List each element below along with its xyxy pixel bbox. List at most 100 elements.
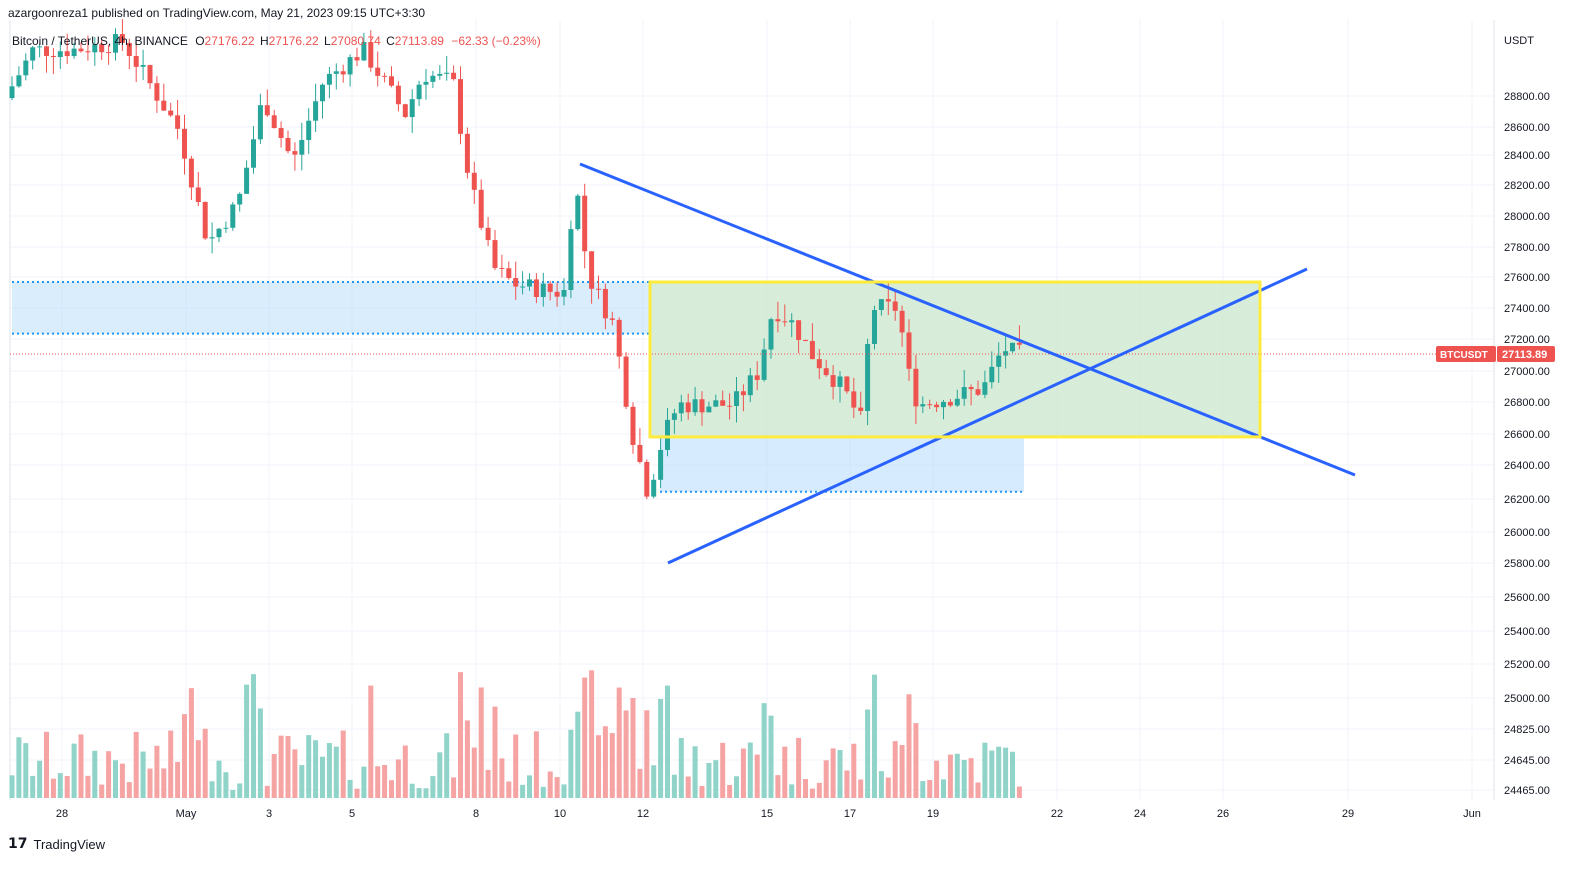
price-tick-label: 24825.00 (1504, 724, 1550, 736)
candle-body (1003, 351, 1009, 356)
symbol-title[interactable]: Bitcoin / TetherUS, 4h, BINANCE (12, 34, 188, 48)
candle-body (989, 366, 995, 383)
candle-body (961, 387, 967, 399)
volume-bar (361, 766, 367, 798)
volume-bar (651, 765, 657, 798)
candle-body (478, 189, 484, 228)
candle-body (340, 71, 346, 75)
volume-bar (920, 781, 926, 798)
volume-bar (299, 765, 305, 798)
candle-body (133, 56, 139, 67)
candle-body (789, 320, 795, 323)
volume-bar (809, 788, 815, 798)
volume-bar (913, 723, 919, 798)
volume-bar (671, 774, 677, 798)
candle-body (44, 46, 49, 56)
candle-body (768, 319, 774, 350)
candle-body (520, 286, 526, 288)
volume-bar (113, 760, 118, 798)
volume-bar (271, 753, 277, 798)
volume-bar (389, 780, 394, 798)
volume-bar (202, 728, 208, 798)
candle-body (809, 340, 815, 360)
volume-bar (320, 756, 325, 798)
volume-bar (9, 775, 15, 798)
candle-body (602, 288, 608, 319)
time-tick-label: 12 (637, 808, 649, 820)
candle-body (865, 343, 871, 411)
candle-body (671, 413, 677, 420)
candle-body (754, 375, 760, 380)
volume-bar (340, 730, 346, 798)
volume-bar (499, 758, 505, 798)
volume-bar (506, 781, 512, 798)
volume-bar (713, 760, 719, 798)
candle-body (913, 368, 919, 407)
volume-bar (789, 784, 795, 798)
candle-body (140, 65, 146, 67)
tradingview-logo-icon: 17 (8, 836, 28, 852)
price-tick-label: 28200.00 (1504, 180, 1550, 192)
candle-body (23, 60, 29, 76)
candle-body (630, 406, 636, 445)
candle-body (147, 65, 153, 84)
footer-brand[interactable]: 17 TradingView (8, 834, 105, 854)
candle-body (637, 444, 643, 462)
candle-body (823, 368, 829, 376)
volume-bars (9, 670, 1022, 798)
candle-body (320, 84, 325, 102)
candle-body (195, 187, 201, 203)
published-line: azargoonreza1 published on TradingView.c… (8, 6, 426, 20)
candle-body (616, 319, 622, 357)
candle-body (844, 376, 850, 392)
candle-body (368, 42, 374, 68)
volume-bar (872, 674, 877, 798)
time-tick-label: 22 (1051, 808, 1063, 820)
candle-body (313, 101, 319, 121)
candle-body (251, 139, 256, 168)
candle-body (623, 356, 629, 407)
time-tick-label: 17 (844, 808, 856, 820)
volume-bar (23, 743, 29, 798)
volume-bar (368, 685, 374, 798)
candle-body (458, 79, 463, 134)
candle-body (513, 278, 519, 287)
candle-body (651, 479, 657, 497)
candle-body (423, 81, 429, 85)
candle-body (740, 391, 746, 396)
volume-bar (927, 780, 933, 798)
volume-bar (968, 758, 974, 798)
candle-body (947, 401, 953, 406)
candle-body (244, 167, 250, 194)
candle-body (188, 158, 194, 188)
volume-bar (858, 779, 864, 798)
candle-body (858, 407, 864, 411)
candle-body (561, 290, 567, 297)
candle-body (554, 291, 560, 297)
volume-bar (464, 720, 470, 798)
volume-bar (257, 708, 263, 798)
candle-body (803, 339, 808, 341)
volume-bar (50, 778, 56, 798)
upper-zone (12, 282, 652, 334)
candle-body (816, 359, 822, 369)
candle-body (50, 55, 56, 58)
candle-body (37, 46, 43, 48)
volume-bar (423, 788, 429, 798)
volume-bar (975, 782, 981, 798)
candle-body (782, 321, 788, 323)
price-tick-label: 25600.00 (1504, 592, 1550, 604)
time-tick-label: 10 (554, 808, 566, 820)
close-value: 27113.89 (394, 34, 444, 48)
candle-body (941, 401, 946, 408)
candle-body (1010, 342, 1015, 352)
candle-body (333, 71, 339, 74)
highlight-zones (12, 281, 1260, 493)
volume-bar (354, 788, 360, 798)
candle-body (906, 332, 912, 369)
volume-bar (637, 768, 643, 798)
volume-bar (430, 776, 436, 798)
candle-body (975, 389, 981, 395)
ohlc-legend: Bitcoin / TetherUS, 4h, BINANCE O27176.2… (12, 34, 541, 48)
